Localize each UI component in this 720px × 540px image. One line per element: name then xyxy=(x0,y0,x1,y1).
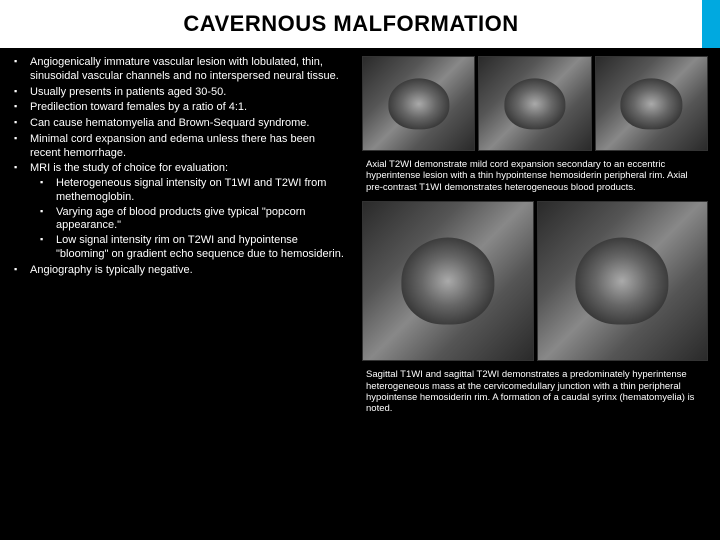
bullet-item: Can cause hematomyelia and Brown-Sequard… xyxy=(30,117,352,131)
sub-bullet-item: Heterogeneous signal intensity on T1WI a… xyxy=(56,177,348,205)
sub-bullet-item: Varying age of blood products give typic… xyxy=(56,206,348,234)
content-area: Angiogenically immature vascular lesion … xyxy=(12,56,708,532)
image-row-sagittal xyxy=(362,201,708,361)
mri-sagittal-t1 xyxy=(362,201,534,361)
caption-top: Axial T2WI demonstrate mild cord expansi… xyxy=(362,157,708,195)
image-row-axial xyxy=(362,56,708,151)
main-bullet-list: Angiogenically immature vascular lesion … xyxy=(12,56,352,277)
accent-bar xyxy=(702,0,720,48)
bullet-item: Usually presents in patients aged 30-50. xyxy=(30,86,352,100)
mri-axial-t1 xyxy=(595,56,708,151)
bullet-text: MRI is the study of choice for evaluatio… xyxy=(30,162,228,174)
bullet-item: Minimal cord expansion and edema unless … xyxy=(30,133,352,161)
image-column: Axial T2WI demonstrate mild cord expansi… xyxy=(362,56,708,532)
bullet-item: Angiography is typically negative. xyxy=(30,264,352,278)
mri-axial-t2-2 xyxy=(478,56,591,151)
mri-axial-t2-1 xyxy=(362,56,475,151)
bullet-item: MRI is the study of choice for evaluatio… xyxy=(30,162,352,261)
bullet-item: Predilection toward females by a ratio o… xyxy=(30,101,352,115)
bullet-column: Angiogenically immature vascular lesion … xyxy=(12,56,352,532)
mri-sagittal-t2 xyxy=(537,201,709,361)
caption-bottom: Sagittal T1WI and sagittal T2WI demonstr… xyxy=(362,367,708,417)
sub-bullet-item: Low signal intensity rim on T2WI and hyp… xyxy=(56,234,348,262)
sub-bullet-list: Heterogeneous signal intensity on T1WI a… xyxy=(30,177,348,262)
bullet-item: Angiogenically immature vascular lesion … xyxy=(30,56,352,84)
slide-header: CAVERNOUS MALFORMATION xyxy=(0,0,702,48)
slide-title: CAVERNOUS MALFORMATION xyxy=(183,11,518,37)
